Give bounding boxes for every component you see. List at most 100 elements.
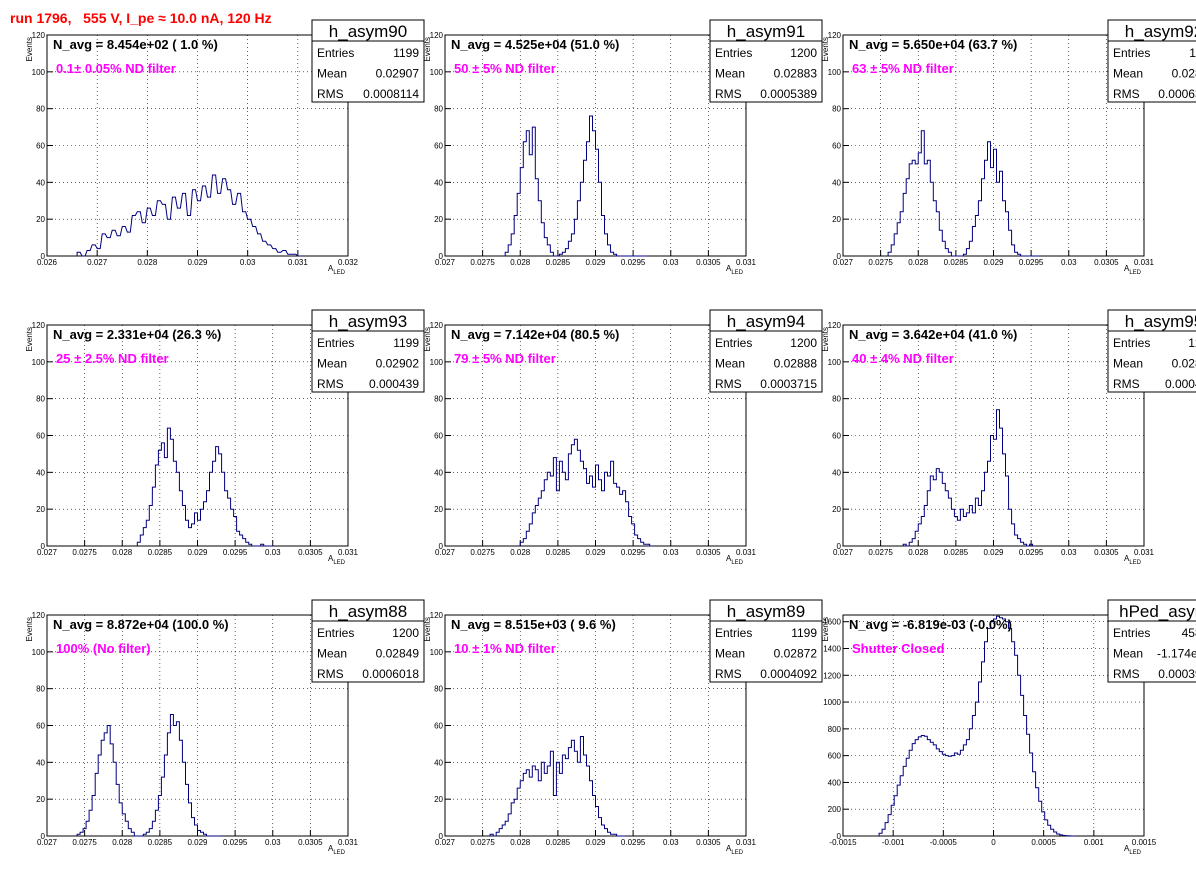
histogram-name: h_asym94 (727, 312, 805, 331)
x-tick-label: 0.0275 (470, 838, 495, 847)
x-tick-label: 0.03 (265, 838, 281, 847)
x-axis-label-sub: LED (333, 270, 345, 276)
x-tick-label: 0.03 (1061, 258, 1077, 267)
y-tick-label: 20 (832, 505, 841, 514)
y-tick-label: 0 (837, 832, 842, 841)
stats-label: Entries (317, 46, 354, 60)
stats-label: Entries (1113, 336, 1150, 350)
stats-label: Mean (317, 67, 347, 81)
x-tick-label: 0.0285 (546, 838, 571, 847)
stats-value: 0.0006395 (1158, 87, 1196, 101)
histogram-series (489, 736, 626, 837)
x-tick-label: 0.0275 (470, 548, 495, 557)
filter-label: Shutter Closed (852, 641, 945, 656)
x-axis-label: ALED (328, 554, 346, 566)
x-tick-label: 0.029 (187, 548, 208, 557)
x-axis-label-main: A (328, 264, 334, 273)
y-tick-label: 0 (439, 542, 444, 551)
histogram-series (878, 615, 1075, 837)
x-tick-label: 0.0285 (148, 548, 173, 557)
stats-value: 0.0005389 (760, 87, 817, 101)
x-tick-label: 0.0285 (148, 838, 173, 847)
stats-value: 0.02888 (774, 357, 818, 371)
y-tick-label: 100 (430, 648, 444, 657)
y-axis-label: Events (423, 617, 432, 641)
x-axis-label: ALED (328, 264, 346, 276)
stats-value: 0.000439 (369, 377, 419, 391)
y-tick-label: 100 (828, 358, 842, 367)
x-tick-label: 0.03 (240, 258, 256, 267)
x-tick-label: 0.0275 (72, 548, 97, 557)
y-tick-label: 1200 (823, 671, 841, 680)
x-axis-label-main: A (726, 264, 732, 273)
y-tick-label: 200 (828, 805, 842, 814)
y-tick-label: 0 (837, 542, 842, 551)
stats-value: 1199 (393, 336, 419, 350)
x-tick-label: 0.0305 (298, 548, 323, 557)
x-tick-label: 0 (991, 838, 996, 847)
stats-label: RMS (317, 667, 344, 681)
x-axis-label-sub: LED (1129, 270, 1141, 276)
stats-value: 0.02907 (376, 67, 420, 81)
panel-hPed_asym: -0.0015 -0.001 -0.0005 0 0.0005 0.001 0.0015 0 2… (821, 599, 1196, 856)
y-tick-label: 40 (434, 758, 443, 767)
histogram-name: h_asym95 (1125, 312, 1196, 331)
x-axis-label: ALED (1124, 554, 1142, 566)
x-tick-label: 0.0295 (621, 548, 646, 557)
x-tick-label: 0.0305 (696, 548, 721, 557)
panel-h_asym92: 0.027 0.0275 0.028 0.0285 0.029 0.0295 0.03 0.0… (821, 19, 1196, 276)
y-tick-label: 60 (832, 142, 841, 151)
stats-label: Entries (715, 336, 752, 350)
y-tick-label: 0 (41, 252, 46, 261)
histogram-name: h_asym91 (727, 22, 805, 41)
x-axis-label-main: A (1124, 844, 1130, 853)
x-tick-label: 0.031 (736, 258, 757, 267)
y-tick-label: 60 (434, 142, 443, 151)
x-tick-label: 0.028 (510, 258, 531, 267)
stats-label: RMS (715, 377, 742, 391)
stats-value: 0.02874 (1172, 67, 1196, 81)
y-tick-label: 1600 (823, 618, 841, 627)
y-tick-label: 20 (434, 215, 443, 224)
y-tick-label: 40 (434, 468, 443, 477)
stats-box (311, 599, 425, 683)
histogram-name: h_asym88 (329, 602, 407, 621)
y-tick-label: 0 (439, 252, 444, 261)
y-tick-label: 20 (36, 505, 45, 514)
stats-label: Mean (1113, 357, 1143, 371)
x-tick-label: 0.031 (736, 548, 757, 557)
y-tick-label: 100 (32, 68, 46, 77)
y-tick-label: 40 (36, 178, 45, 187)
x-tick-label: 0.027 (435, 258, 456, 267)
x-tick-label: 0.03 (663, 548, 679, 557)
x-tick-label: 0.0305 (1094, 258, 1119, 267)
stats-value: 0.02849 (376, 647, 420, 661)
stats-label: RMS (1113, 667, 1140, 681)
y-tick-label: 120 (828, 321, 842, 330)
x-tick-label: 0.0305 (696, 838, 721, 847)
stats-label: Entries (317, 626, 354, 640)
filter-label: 10 ± 1% ND filter (454, 641, 556, 656)
y-tick-label: 120 (430, 611, 444, 620)
y-tick-label: 100 (32, 648, 46, 657)
histogram-series (76, 174, 301, 257)
x-tick-label: 0.0305 (696, 258, 721, 267)
x-tick-label: 0.0295 (621, 258, 646, 267)
x-axis-label: ALED (726, 554, 744, 566)
stats-value: 1199 (791, 626, 817, 640)
y-tick-label: 60 (36, 722, 45, 731)
stats-box (1107, 19, 1196, 103)
x-tick-label: 0.027 (833, 258, 854, 267)
histogram-name: h_asym89 (727, 602, 805, 621)
x-tick-label: 0.0285 (546, 548, 571, 557)
y-tick-label: 800 (828, 725, 842, 734)
y-tick-label: 20 (36, 215, 45, 224)
x-tick-label: -0.0015 (829, 838, 857, 847)
x-axis-label-sub: LED (333, 850, 345, 856)
y-tick-label: 120 (430, 321, 444, 330)
x-tick-label: 0.027 (435, 838, 456, 847)
stats-label: Entries (715, 626, 752, 640)
x-axis-label-sub: LED (731, 850, 743, 856)
stats-label: RMS (317, 377, 344, 391)
